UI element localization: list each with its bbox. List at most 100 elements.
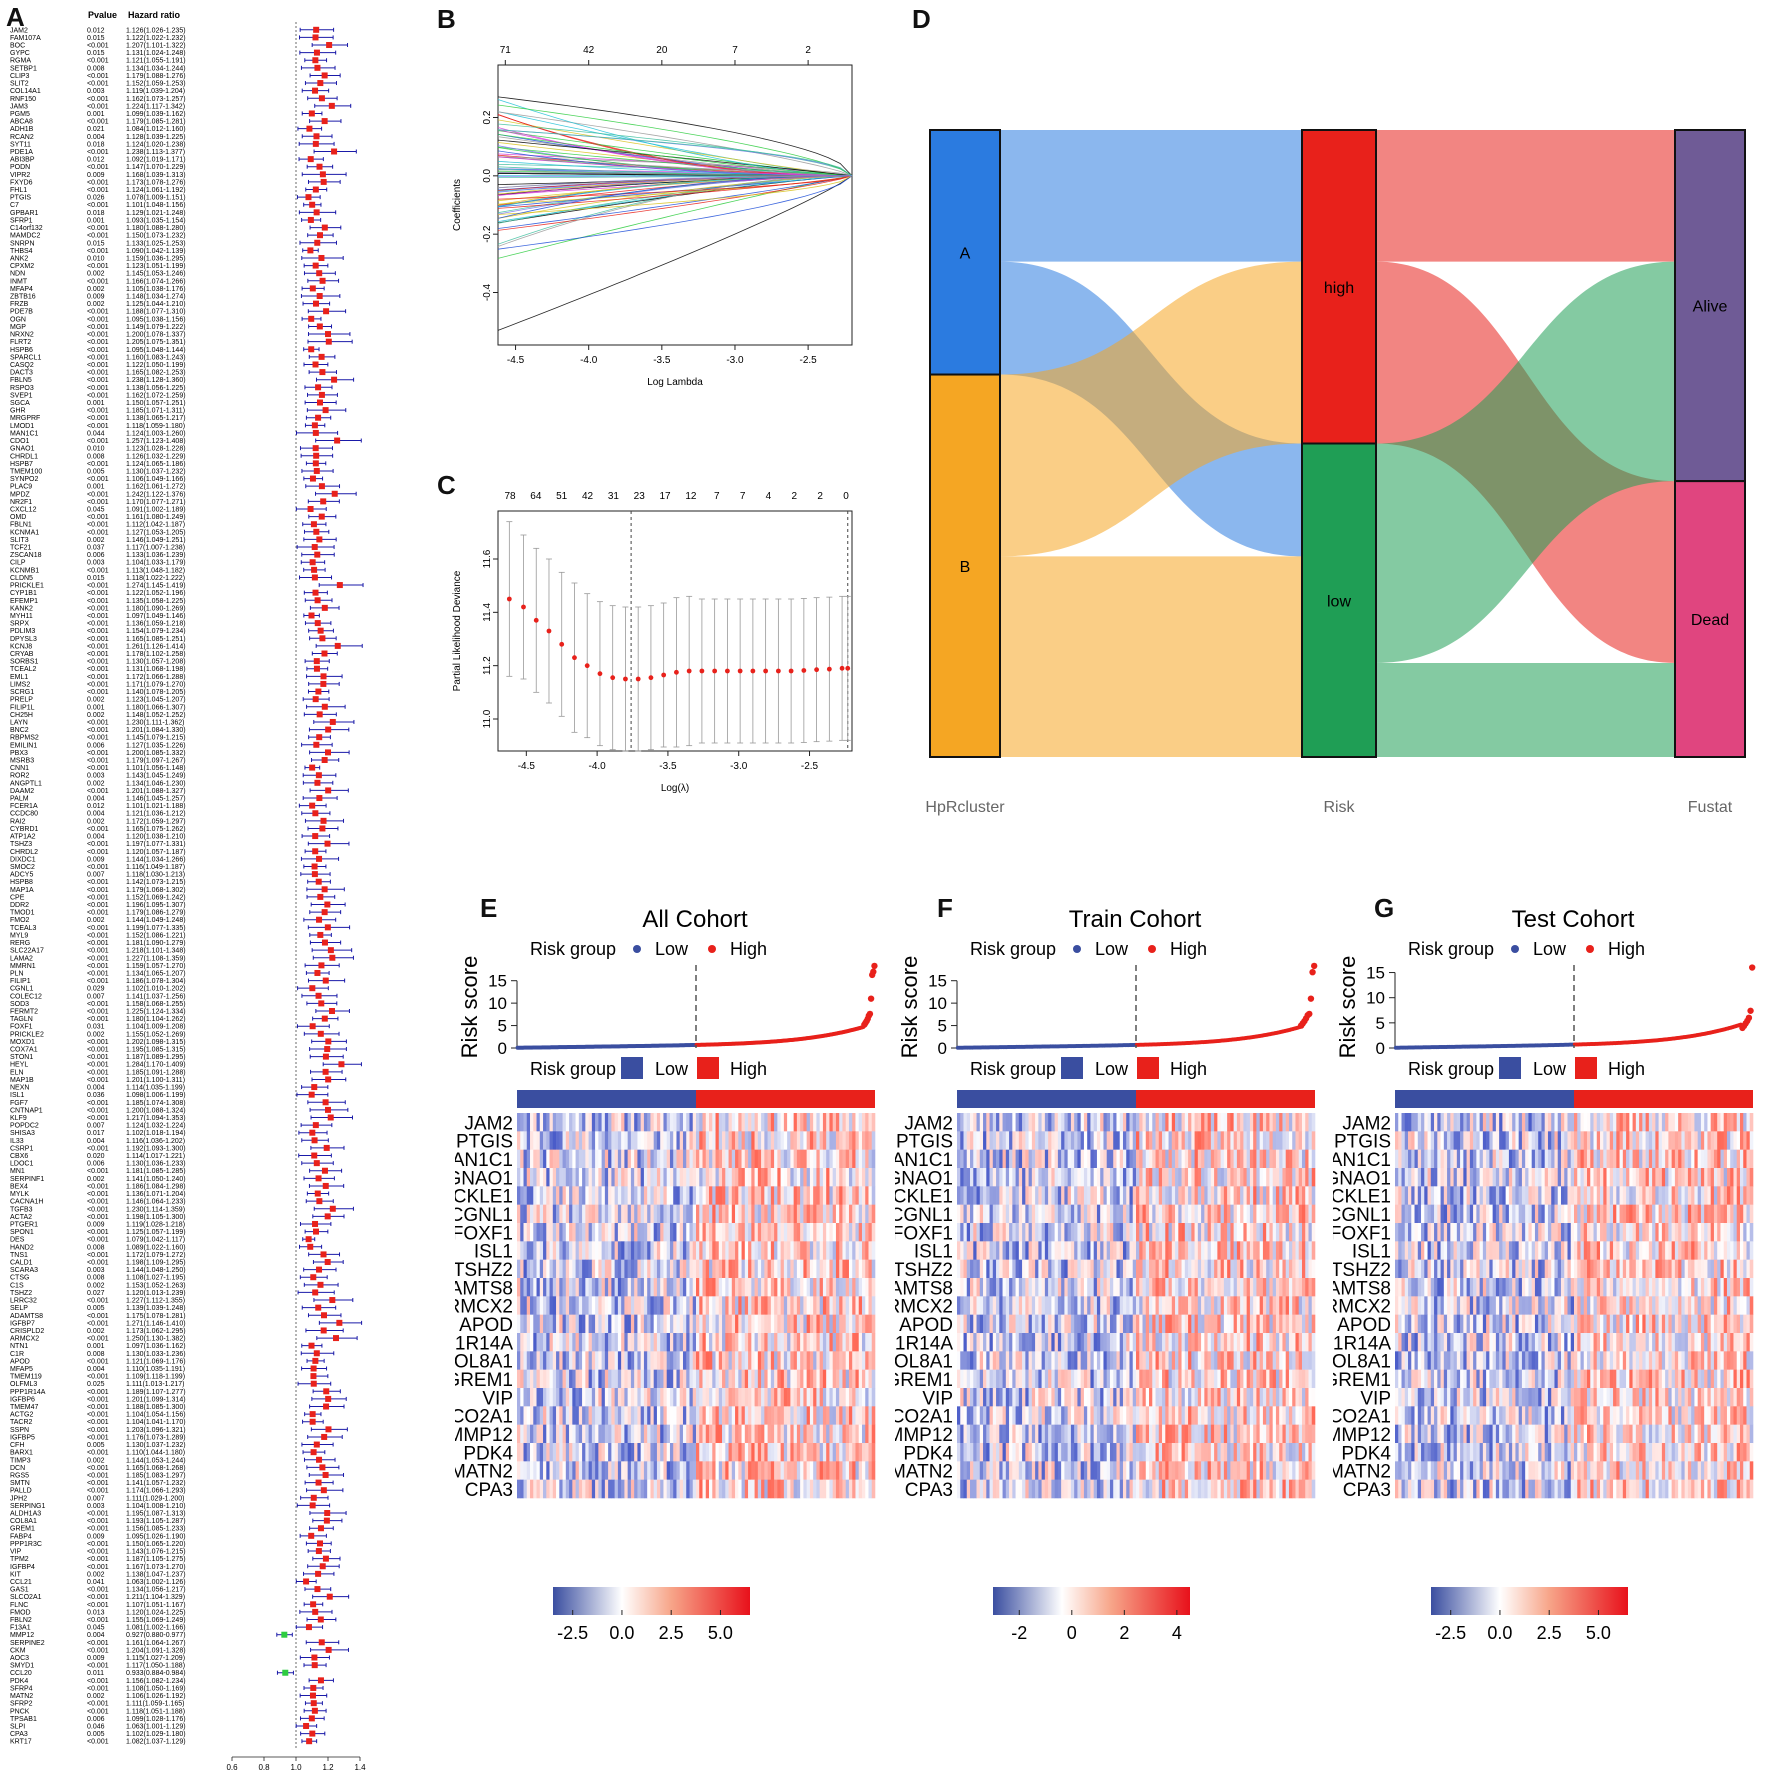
heatmap-cell	[709, 1443, 713, 1462]
heatmap-cell	[653, 1388, 658, 1407]
hr-point	[329, 1297, 336, 1304]
pvalue-value: 0.007	[87, 872, 105, 879]
heatmap-cell	[621, 1479, 625, 1499]
heatmap-cell	[983, 1113, 987, 1132]
heatmap-cell	[845, 1351, 850, 1370]
heatmap-cell	[669, 1314, 674, 1334]
heatmap-cell	[682, 1241, 687, 1260]
heatmap-cell	[682, 1369, 687, 1389]
heatmap-cell	[517, 1406, 521, 1425]
heatmap-cell	[790, 1241, 794, 1260]
hr-point	[315, 414, 322, 421]
hr-value: 1.099(1.028-1.176)	[126, 1716, 186, 1723]
hr-value: 1.158(1.068-1.255)	[126, 1001, 186, 1008]
heatmap-cell	[591, 1204, 596, 1224]
heatmap-cell	[806, 1149, 811, 1169]
gene-label: HSPB7	[10, 461, 33, 468]
heatmap-cell	[614, 1223, 619, 1242]
heatmap-cell	[852, 1314, 856, 1334]
heatmap-cell	[803, 1168, 807, 1187]
heatmap-cell	[764, 1131, 768, 1150]
heatmap-cell	[731, 1168, 736, 1187]
heatmap-cell	[858, 1113, 863, 1132]
pvalue-value: 0.002	[87, 301, 105, 308]
gene-label: FILIP1L	[10, 704, 35, 711]
heatmap-cell	[813, 1369, 817, 1389]
heatmap-cell	[637, 1424, 641, 1444]
colorbar-tick-label: 5.0	[708, 1623, 733, 1643]
heatmap-cell	[809, 1296, 814, 1315]
heatmap-cell	[816, 1113, 820, 1132]
pvalue-value: 0.006	[87, 1161, 105, 1168]
heatmap-cell	[621, 1424, 625, 1444]
heatmap-cell	[983, 1131, 987, 1150]
heatmap-cell	[582, 1406, 586, 1425]
heatmap-cell	[663, 1296, 668, 1315]
heatmap-cell	[777, 1443, 781, 1462]
heatmap-cell	[689, 1113, 694, 1132]
heatmap-cell	[722, 1351, 726, 1370]
heatmap-cell	[539, 1388, 544, 1407]
heatmap-cell	[585, 1241, 589, 1260]
heatmap-cell	[627, 1186, 632, 1205]
hr-point	[320, 1251, 327, 1258]
hr-value: 1.112(1.042-1.187)	[126, 522, 185, 529]
heatmap-cell	[761, 1131, 765, 1150]
pvalue-value: <0.001	[87, 666, 109, 673]
heatmap-cell	[754, 1369, 759, 1389]
heatmap-cell	[865, 1443, 869, 1462]
heatmap-cell	[800, 1259, 804, 1279]
heatmap-cell	[582, 1369, 586, 1389]
heatmap-cell	[533, 1443, 537, 1462]
heatmap-cell	[595, 1241, 599, 1260]
gene-label: PNCK	[10, 1708, 30, 1715]
heatmap-cell	[839, 1479, 843, 1499]
gene-label: MAMDC2	[10, 233, 40, 240]
pvalue-value: <0.001	[87, 925, 109, 932]
heatmap-cell	[722, 1443, 726, 1462]
heatmap-cell	[660, 1479, 664, 1499]
hr-value: 1.130(1.036-1.233)	[126, 1161, 186, 1168]
hr-value: 1.114(1.017-1.221)	[126, 1153, 185, 1160]
heatmap-cell	[569, 1168, 573, 1187]
heatmap-cell	[630, 1461, 635, 1480]
heatmap-cell	[1038, 1113, 1042, 1132]
heatmap-cell	[709, 1388, 713, 1407]
heatmap-cell	[656, 1278, 661, 1297]
heatmap-cell	[598, 1461, 602, 1480]
heatmap-cell	[1083, 1113, 1088, 1132]
heatmap-cell	[643, 1278, 648, 1297]
hr-value: 1.119(1.039-1.204)	[126, 88, 185, 95]
heatmap-cell	[852, 1168, 856, 1187]
heatmap-cell	[1279, 1113, 1283, 1132]
heatmap-cell	[826, 1296, 830, 1315]
heatmap-cell	[679, 1479, 684, 1499]
heatmap-cell	[842, 1204, 847, 1224]
heatmap-cell	[816, 1333, 820, 1352]
heatmap-cell	[647, 1278, 651, 1297]
hr-point	[313, 133, 320, 140]
heatmap-cell	[865, 1333, 869, 1352]
heatmap-cell	[1152, 1113, 1156, 1132]
heatmap-cell	[575, 1369, 580, 1389]
heatmap-cell	[709, 1351, 713, 1370]
heatmap-cell	[722, 1406, 726, 1425]
gene-label: RSPO3	[10, 385, 34, 392]
gene-label: RGS5	[10, 1472, 29, 1479]
heatmap-cell	[650, 1149, 654, 1169]
heatmap-cell	[809, 1278, 814, 1297]
heatmap-cell	[764, 1149, 768, 1169]
hr-point	[321, 1433, 328, 1440]
heatmap-cell	[770, 1241, 775, 1260]
heatmap-cell	[774, 1241, 778, 1260]
top-tick-label: 2	[792, 491, 798, 502]
heatmap-cell	[666, 1479, 671, 1499]
heatmap-cell	[1080, 1131, 1085, 1150]
heatmap-cell	[761, 1314, 765, 1334]
heatmap-cell	[562, 1278, 567, 1297]
hr-value: 1.122(1.022-1.232)	[126, 35, 186, 42]
heatmap-cell	[979, 1131, 984, 1150]
gene-label: MMRN1	[10, 963, 36, 970]
hr-point	[312, 848, 319, 855]
pvalue-value: 0.031	[87, 1024, 105, 1031]
